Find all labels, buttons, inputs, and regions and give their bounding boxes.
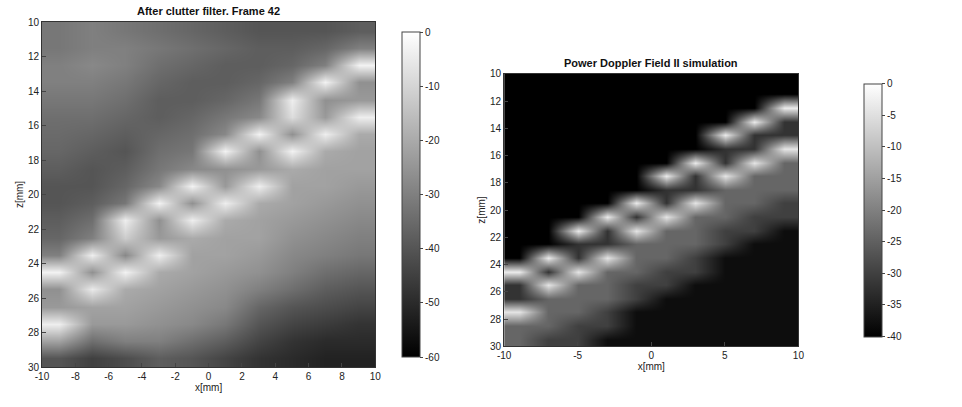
svg-text:10: 10 bbox=[490, 68, 502, 79]
svg-text:-20: -20 bbox=[425, 135, 440, 146]
svg-text:-25: -25 bbox=[887, 236, 902, 247]
svg-text:26: 26 bbox=[490, 286, 502, 297]
svg-text:-5: -5 bbox=[573, 350, 582, 361]
svg-text:-2: -2 bbox=[171, 371, 180, 382]
svg-text:26: 26 bbox=[28, 293, 40, 304]
svg-text:0: 0 bbox=[206, 371, 212, 382]
svg-text:-6: -6 bbox=[104, 371, 113, 382]
svg-text:-10: -10 bbox=[35, 371, 50, 382]
svg-text:4: 4 bbox=[272, 371, 278, 382]
svg-text:-5: -5 bbox=[887, 110, 896, 121]
svg-text:18: 18 bbox=[490, 177, 502, 188]
svg-text:16: 16 bbox=[490, 150, 502, 161]
svg-text:20: 20 bbox=[490, 205, 502, 216]
svg-text:-40: -40 bbox=[887, 331, 902, 342]
svg-text:-60: -60 bbox=[425, 352, 440, 363]
svg-text:z[mm]: z[mm] bbox=[14, 181, 25, 208]
svg-text:-40: -40 bbox=[425, 243, 440, 254]
svg-text:-10: -10 bbox=[887, 141, 902, 152]
svg-text:24: 24 bbox=[28, 258, 40, 269]
svg-text:-8: -8 bbox=[71, 371, 80, 382]
svg-text:5: 5 bbox=[722, 350, 728, 361]
svg-text:22: 22 bbox=[28, 224, 40, 235]
svg-text:20: 20 bbox=[28, 189, 40, 200]
svg-text:6: 6 bbox=[306, 371, 312, 382]
svg-text:Power Doppler Field II simulat: Power Doppler Field II simulation bbox=[564, 57, 738, 69]
svg-text:0: 0 bbox=[649, 350, 655, 361]
svg-text:-4: -4 bbox=[138, 371, 147, 382]
svg-text:10: 10 bbox=[370, 371, 382, 382]
svg-text:16: 16 bbox=[28, 120, 40, 131]
svg-text:After clutter filter. Frame 42: After clutter filter. Frame 42 bbox=[137, 5, 280, 17]
svg-text:-50: -50 bbox=[425, 297, 440, 308]
svg-text:-35: -35 bbox=[887, 299, 902, 310]
svg-text:0: 0 bbox=[887, 78, 893, 89]
svg-text:28: 28 bbox=[28, 327, 40, 338]
svg-text:12: 12 bbox=[490, 96, 502, 107]
svg-text:z[mm]: z[mm] bbox=[476, 196, 487, 223]
svg-text:30: 30 bbox=[28, 362, 40, 373]
svg-text:28: 28 bbox=[490, 314, 502, 325]
svg-text:22: 22 bbox=[490, 232, 502, 243]
svg-text:-20: -20 bbox=[887, 205, 902, 216]
svg-text:-10: -10 bbox=[497, 350, 512, 361]
svg-text:x[mm]: x[mm] bbox=[638, 361, 665, 372]
svg-text:8: 8 bbox=[339, 371, 345, 382]
svg-text:18: 18 bbox=[28, 155, 40, 166]
svg-text:2: 2 bbox=[239, 371, 245, 382]
svg-text:10: 10 bbox=[28, 17, 40, 28]
svg-text:x[mm]: x[mm] bbox=[195, 382, 222, 393]
svg-text:30: 30 bbox=[490, 341, 502, 352]
svg-text:0: 0 bbox=[425, 27, 431, 38]
svg-text:14: 14 bbox=[28, 86, 40, 97]
svg-text:-15: -15 bbox=[887, 173, 902, 184]
svg-text:-10: -10 bbox=[425, 81, 440, 92]
svg-text:-30: -30 bbox=[887, 268, 902, 279]
svg-text:-30: -30 bbox=[425, 189, 440, 200]
svg-text:10: 10 bbox=[793, 350, 805, 361]
svg-text:14: 14 bbox=[490, 123, 502, 134]
svg-text:12: 12 bbox=[28, 51, 40, 62]
svg-text:24: 24 bbox=[490, 259, 502, 270]
